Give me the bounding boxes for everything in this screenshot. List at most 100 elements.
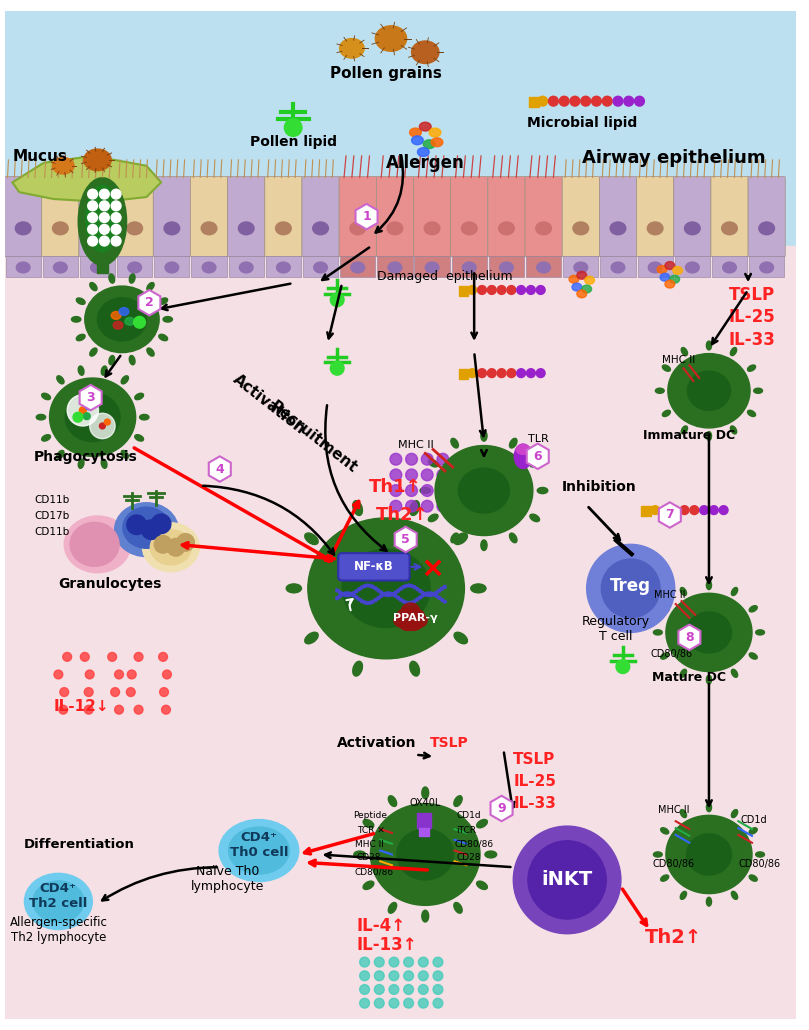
Circle shape	[151, 514, 171, 534]
Circle shape	[361, 586, 363, 589]
Ellipse shape	[530, 459, 540, 467]
Circle shape	[405, 501, 417, 512]
Ellipse shape	[90, 282, 97, 290]
Ellipse shape	[371, 803, 480, 905]
Ellipse shape	[682, 367, 736, 415]
Ellipse shape	[42, 435, 50, 441]
Ellipse shape	[397, 829, 454, 880]
Circle shape	[418, 589, 421, 592]
Text: NF-κB: NF-κB	[354, 560, 393, 574]
Circle shape	[430, 593, 433, 596]
Circle shape	[115, 671, 124, 679]
Circle shape	[404, 602, 408, 604]
Circle shape	[388, 593, 391, 596]
Text: MHC II: MHC II	[397, 441, 434, 450]
Ellipse shape	[661, 606, 669, 612]
Ellipse shape	[515, 444, 532, 469]
Circle shape	[371, 585, 375, 588]
FancyBboxPatch shape	[5, 176, 42, 256]
Ellipse shape	[342, 549, 430, 627]
Circle shape	[402, 599, 404, 603]
Ellipse shape	[461, 222, 477, 235]
Ellipse shape	[663, 365, 671, 371]
Text: 5: 5	[401, 533, 410, 546]
Ellipse shape	[159, 298, 167, 305]
Text: TCR ✕: TCR ✕	[357, 826, 384, 835]
Ellipse shape	[684, 222, 700, 235]
Circle shape	[517, 369, 526, 378]
Ellipse shape	[305, 533, 318, 545]
Text: CD80/86: CD80/86	[739, 859, 781, 869]
Ellipse shape	[98, 298, 146, 341]
Text: Phagocytosis: Phagocytosis	[34, 450, 138, 465]
FancyBboxPatch shape	[748, 176, 786, 256]
Ellipse shape	[78, 366, 84, 375]
Circle shape	[421, 469, 433, 481]
Circle shape	[163, 671, 172, 679]
Text: 6: 6	[533, 450, 542, 462]
Circle shape	[369, 602, 372, 605]
Ellipse shape	[688, 371, 731, 410]
Ellipse shape	[57, 450, 64, 458]
Ellipse shape	[454, 632, 468, 644]
Circle shape	[60, 688, 69, 696]
Ellipse shape	[276, 222, 291, 235]
FancyBboxPatch shape	[525, 176, 562, 256]
Ellipse shape	[706, 432, 712, 441]
Bar	[43, 255, 78, 277]
Circle shape	[336, 596, 339, 599]
Circle shape	[80, 652, 89, 661]
Circle shape	[375, 587, 377, 590]
Circle shape	[87, 225, 98, 234]
Ellipse shape	[412, 136, 423, 144]
Circle shape	[363, 585, 366, 587]
Ellipse shape	[663, 410, 671, 416]
Ellipse shape	[685, 262, 699, 273]
Bar	[414, 255, 450, 277]
Circle shape	[155, 536, 172, 553]
Ellipse shape	[159, 335, 167, 341]
Text: CD28: CD28	[357, 853, 381, 862]
Circle shape	[413, 599, 416, 603]
Circle shape	[538, 96, 548, 106]
Ellipse shape	[661, 653, 669, 659]
Ellipse shape	[119, 308, 129, 315]
Circle shape	[390, 501, 402, 512]
Circle shape	[418, 998, 428, 1008]
Circle shape	[391, 592, 394, 595]
Circle shape	[549, 96, 558, 106]
Ellipse shape	[680, 670, 687, 678]
Circle shape	[437, 453, 449, 466]
Text: MHC II: MHC II	[654, 590, 686, 600]
Ellipse shape	[582, 285, 591, 293]
Circle shape	[418, 971, 428, 981]
Bar	[749, 255, 784, 277]
Text: Granulocytes: Granulocytes	[58, 578, 162, 591]
Ellipse shape	[648, 262, 662, 273]
Circle shape	[421, 594, 424, 597]
Text: CD80/86: CD80/86	[455, 839, 493, 849]
Circle shape	[111, 236, 121, 246]
Bar	[192, 255, 227, 277]
Text: Damaged  epithelium: Damaged epithelium	[377, 270, 513, 283]
Ellipse shape	[668, 353, 750, 427]
Text: CD80/86: CD80/86	[650, 649, 693, 659]
Text: Inhibition: Inhibition	[562, 480, 637, 493]
Ellipse shape	[687, 612, 731, 653]
Ellipse shape	[202, 262, 216, 273]
Text: CD1d: CD1d	[456, 812, 481, 820]
Ellipse shape	[404, 617, 422, 630]
Ellipse shape	[420, 487, 430, 493]
Ellipse shape	[722, 222, 737, 235]
Bar	[155, 255, 189, 277]
Circle shape	[390, 485, 402, 496]
Circle shape	[100, 201, 109, 211]
FancyBboxPatch shape	[562, 176, 599, 256]
Ellipse shape	[731, 810, 738, 818]
Ellipse shape	[428, 459, 438, 467]
Ellipse shape	[353, 501, 362, 515]
Text: Allergen: Allergen	[386, 153, 464, 172]
Bar	[637, 255, 673, 277]
Text: IL-13↑: IL-13↑	[357, 936, 417, 955]
Ellipse shape	[681, 426, 688, 434]
